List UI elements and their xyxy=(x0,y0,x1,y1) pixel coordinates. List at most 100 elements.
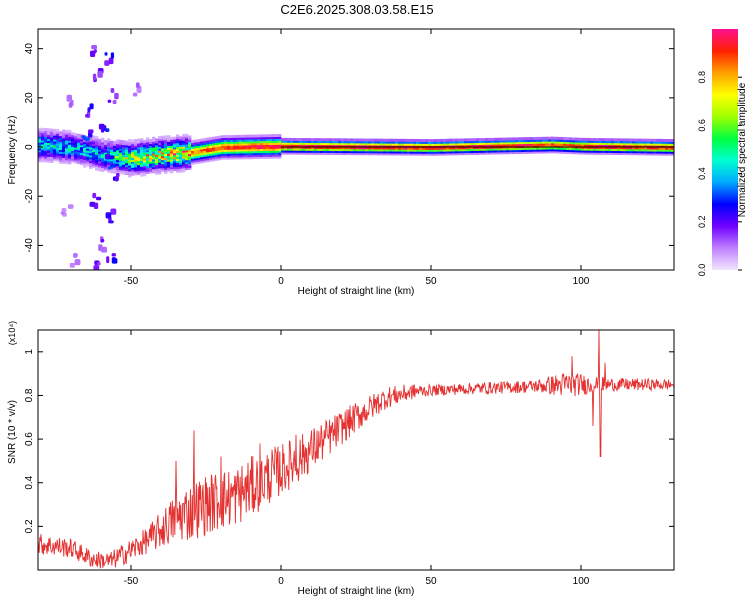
heatmap-cell xyxy=(125,164,129,168)
heatmap-cell xyxy=(242,144,246,148)
heatmap-cell xyxy=(587,143,591,147)
heatmap-cell xyxy=(602,149,606,153)
heatmap-blob xyxy=(100,128,105,133)
heatmap-cell xyxy=(596,142,600,145)
heatmap-cell xyxy=(194,141,198,145)
heatmap-cell xyxy=(83,162,87,166)
heatmap-blob xyxy=(108,220,114,224)
heatmap-cell xyxy=(638,152,642,156)
heatmap-cell xyxy=(119,147,123,151)
snr-background xyxy=(38,330,674,570)
heatmap-cell xyxy=(92,143,96,147)
heatmap-cell xyxy=(53,130,57,134)
heatmap-cell xyxy=(131,147,135,151)
heatmap-cell xyxy=(368,150,372,154)
heatmap-cell xyxy=(326,138,330,142)
heatmap-cell xyxy=(149,162,153,166)
heatmap-cell xyxy=(473,142,477,146)
heatmap-cell xyxy=(182,157,186,161)
x-tick-label: -50 xyxy=(124,276,139,287)
heatmap-cell xyxy=(233,134,237,138)
heatmap-cell xyxy=(419,148,423,152)
heatmap-cell xyxy=(386,148,390,152)
heatmap-blob xyxy=(91,45,98,50)
heatmap-cell xyxy=(395,148,399,152)
heatmap-cell xyxy=(170,150,174,154)
heatmap-cell xyxy=(569,151,573,155)
heatmap-cell xyxy=(65,157,69,161)
heatmap-cell xyxy=(251,150,255,154)
heatmap-cell xyxy=(449,140,453,144)
heatmap-cell xyxy=(113,168,117,172)
heatmap-cell xyxy=(455,146,459,150)
heatmap-cell xyxy=(215,155,219,159)
heatmap-cell xyxy=(605,140,609,144)
heatmap-cell xyxy=(155,169,159,173)
heatmap-cell xyxy=(335,140,339,144)
heatmap-cell xyxy=(389,150,393,154)
heatmap-cell xyxy=(158,138,162,141)
heatmap-cell xyxy=(176,146,180,150)
heatmap-cell xyxy=(140,148,144,152)
heatmap-cell xyxy=(638,146,642,150)
heatmap-cell xyxy=(203,138,207,142)
heatmap-cell xyxy=(521,141,525,145)
heatmap-cell xyxy=(122,159,126,163)
heatmap-cell xyxy=(560,148,564,152)
heatmap-cell xyxy=(197,152,201,156)
heatmap-cell xyxy=(557,144,561,148)
heatmap-cell xyxy=(629,148,633,152)
heatmap-cell xyxy=(116,143,120,147)
heatmap-cell xyxy=(431,146,435,150)
heatmap-cell xyxy=(47,128,51,132)
heatmap-cell xyxy=(479,144,483,147)
heatmap-cell xyxy=(41,155,45,159)
heatmap-cell xyxy=(137,144,141,148)
heatmap-cell xyxy=(656,140,660,144)
heatmap-cell xyxy=(155,140,159,144)
heatmap-cell xyxy=(98,140,102,144)
heatmap-cell xyxy=(335,148,339,152)
heatmap-cell xyxy=(161,165,165,169)
heatmap-cell xyxy=(485,139,489,143)
heatmap-cell xyxy=(599,147,603,151)
heatmap-cell xyxy=(125,140,129,144)
heatmap-cell xyxy=(59,148,63,152)
heatmap-cell xyxy=(170,158,174,162)
heatmap-cell xyxy=(212,146,216,150)
heatmap-cell xyxy=(530,137,534,140)
heatmap-cell xyxy=(74,142,78,146)
heatmap-cell xyxy=(116,169,120,172)
heatmap-cell xyxy=(377,144,381,148)
heatmap-cell xyxy=(470,152,474,155)
heatmap-cell xyxy=(410,142,414,146)
heatmap-cell xyxy=(158,169,162,173)
heatmap-cell xyxy=(50,134,54,138)
y-tick-label: 0.6 xyxy=(24,432,35,446)
heatmap-cell xyxy=(386,138,390,142)
heatmap-cell xyxy=(179,140,183,144)
heatmap-cell xyxy=(407,148,411,152)
heatmap-cell xyxy=(176,154,180,158)
heatmap-cell xyxy=(443,140,447,144)
heatmap-cell xyxy=(56,133,60,136)
heatmap-cell xyxy=(362,142,366,146)
heatmap-cell xyxy=(125,148,129,152)
heatmap-cell xyxy=(74,160,78,164)
heatmap-cell xyxy=(365,144,369,148)
heatmap-cell xyxy=(503,139,507,143)
heatmap-cell xyxy=(200,158,204,162)
heatmap-cell xyxy=(152,136,156,140)
heatmap-cell xyxy=(518,147,522,151)
heatmap-cell xyxy=(377,148,381,152)
heatmap-cell xyxy=(506,149,510,153)
heatmap-cell xyxy=(572,151,576,155)
heatmap-cell xyxy=(305,151,309,155)
heatmap-cell xyxy=(155,167,159,171)
heatmap-cell xyxy=(224,144,228,148)
heatmap-cell xyxy=(335,138,339,142)
heatmap-cell xyxy=(80,148,84,152)
heatmap-cell xyxy=(143,157,147,161)
heatmap-cell xyxy=(311,147,315,151)
heatmap-cell xyxy=(371,150,375,154)
